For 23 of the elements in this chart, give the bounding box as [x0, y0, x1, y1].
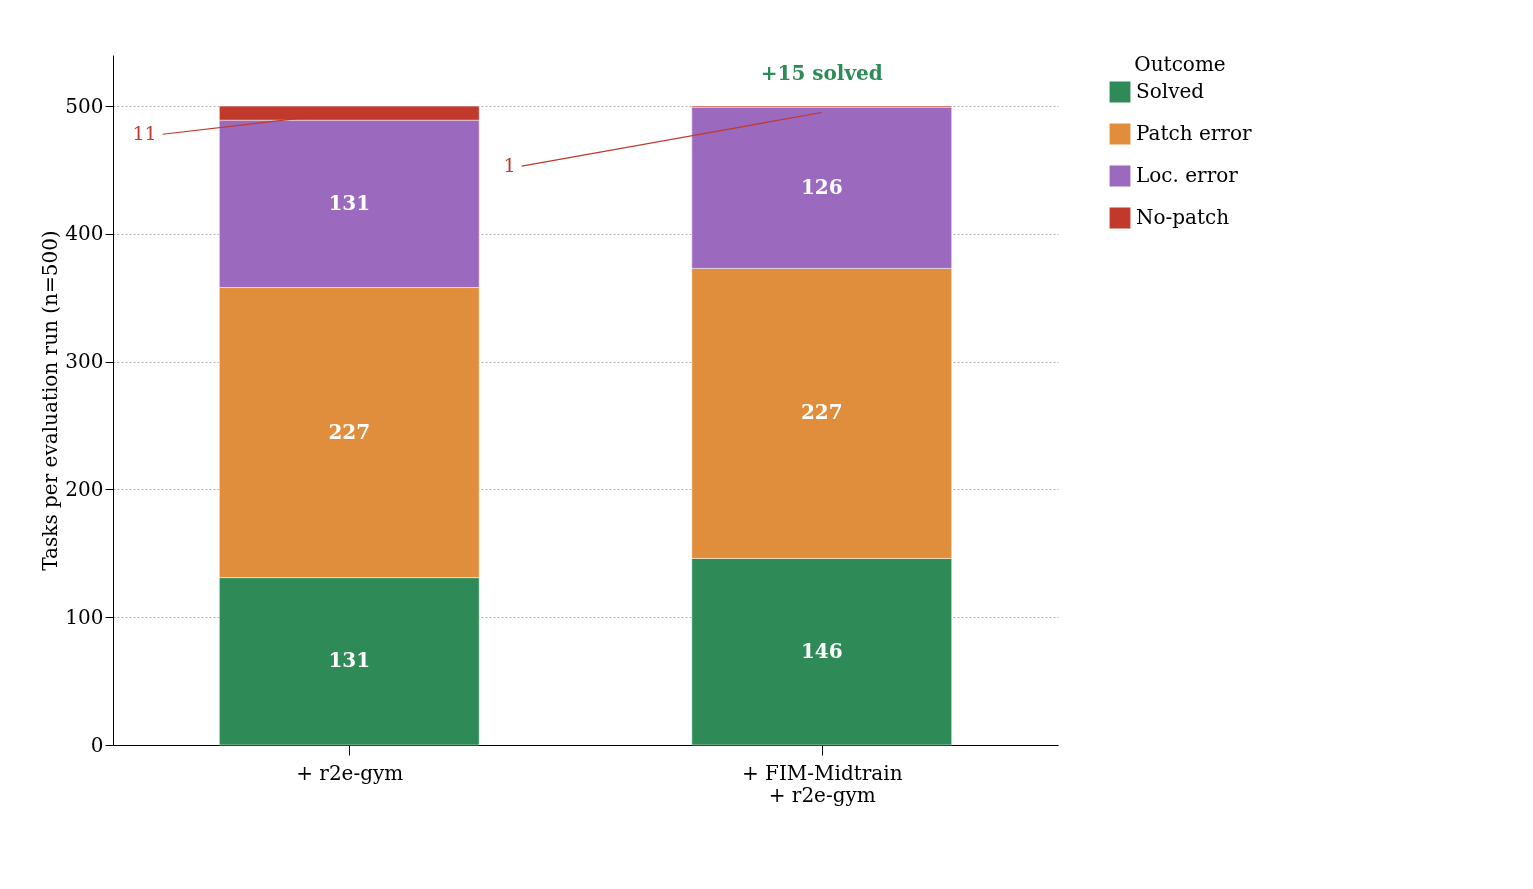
legend-label: No-patch — [1136, 205, 1230, 229]
y-tick-label: 300 — [65, 349, 104, 374]
data-label: 227 — [328, 419, 371, 444]
annotation: +15 solved — [760, 61, 883, 86]
x-tick-label: + FIM-Midtrain + r2e-gym — [741, 760, 903, 807]
data-label: 146 — [800, 638, 843, 663]
annotation: 1 — [503, 154, 516, 177]
y-tick-label: 200 — [65, 476, 104, 501]
y-tick-label: 400 — [65, 221, 104, 246]
data-label: 126 — [800, 174, 843, 199]
legend-label: Loc. error — [1136, 163, 1239, 187]
legend-title: Outcome — [1134, 52, 1226, 76]
legend-label: Solved — [1136, 79, 1205, 103]
x-tick-label: + r2e-gym — [296, 760, 404, 785]
data-label: 227 — [800, 400, 843, 425]
legend-label: Patch error — [1136, 121, 1252, 145]
y-tick-label: 0 — [90, 732, 104, 757]
y-tick-label: 500 — [65, 93, 104, 118]
data-label: 131 — [328, 648, 371, 673]
y-tick-label: 100 — [65, 604, 104, 629]
annotation: 11 — [132, 122, 157, 145]
y-axis-title: Tasks per evaluation run (n=500) — [38, 230, 63, 571]
data-label: 131 — [328, 190, 371, 215]
